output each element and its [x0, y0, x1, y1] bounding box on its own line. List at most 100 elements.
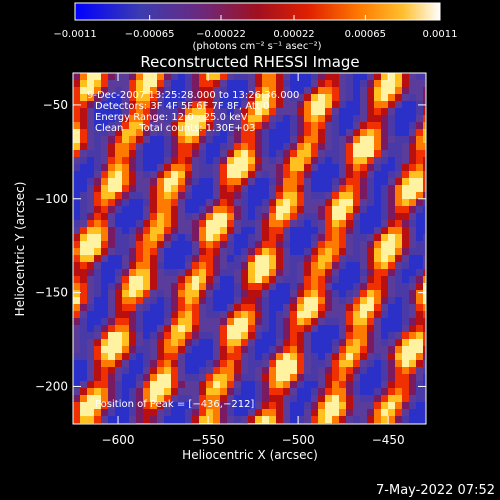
- heatmap-cell: [304, 80, 312, 88]
- heatmap-cell: [262, 80, 270, 88]
- heatmap-cell: [423, 220, 426, 228]
- heatmap-cell: [199, 157, 207, 165]
- heatmap-cell: [423, 290, 426, 298]
- heatmap-cell: [304, 388, 312, 396]
- heatmap-cell: [129, 409, 137, 417]
- heatmap-cell: [129, 213, 137, 221]
- heatmap-cell: [423, 367, 426, 375]
- heatmap-cell: [73, 353, 81, 361]
- heatmap-cell: [80, 339, 88, 347]
- heatmap-cell: [241, 255, 249, 263]
- heatmap-cell: [297, 346, 305, 354]
- heatmap-cell: [395, 143, 403, 151]
- heatmap-cell: [136, 143, 144, 151]
- heatmap-cell: [80, 311, 88, 319]
- heatmap-cell: [185, 346, 193, 354]
- heatmap-cell: [122, 248, 130, 256]
- heatmap-cell: [213, 262, 221, 270]
- heatmap-cell: [164, 115, 172, 123]
- heatmap-cell: [241, 178, 249, 186]
- heatmap-cell: [178, 304, 186, 312]
- heatmap-cell: [185, 255, 193, 263]
- heatmap-cell: [395, 157, 403, 165]
- heatmap-cell: [80, 367, 88, 375]
- heatmap-cell: [367, 381, 375, 389]
- heatmap-cell: [374, 234, 382, 242]
- heatmap-cell: [353, 360, 361, 368]
- heatmap-cell: [325, 262, 333, 270]
- heatmap-cell: [178, 297, 186, 305]
- heatmap-cell: [416, 150, 424, 158]
- heatmap-cell: [402, 332, 410, 340]
- heatmap-cell: [325, 367, 333, 375]
- heatmap-cell: [423, 143, 426, 151]
- heatmap-cell: [192, 290, 200, 298]
- heatmap-cell: [276, 262, 284, 270]
- heatmap-cell: [388, 416, 396, 424]
- heatmap-cell: [339, 213, 347, 221]
- heatmap-cell: [87, 374, 95, 382]
- heatmap-cell: [290, 381, 298, 389]
- heatmap-cell: [367, 129, 375, 137]
- axis-ticks: −600 −550 −500 −450−50−100−150−200: [35, 73, 426, 447]
- heatmap-cell: [318, 318, 326, 326]
- heatmap-cell: [136, 353, 144, 361]
- heatmap-cell: [94, 164, 102, 172]
- heatmap-cell: [87, 94, 95, 102]
- heatmap-cell: [178, 332, 186, 340]
- heatmap-cell: [290, 262, 298, 270]
- heatmap-cell: [87, 395, 95, 403]
- heatmap-cell: [185, 199, 193, 207]
- heatmap-cell: [318, 353, 326, 361]
- heatmap-cell: [367, 318, 375, 326]
- heatmap-cell: [87, 164, 95, 172]
- heatmap-cell: [192, 115, 200, 123]
- heatmap-cell: [129, 143, 137, 151]
- heatmap-cell: [304, 178, 312, 186]
- heatmap-cell: [220, 94, 228, 102]
- heatmap-cell: [178, 325, 186, 333]
- heatmap-cell: [423, 381, 426, 389]
- heatmap-cell: [269, 129, 277, 137]
- heatmap-cell: [381, 416, 389, 424]
- heatmap-cell: [262, 143, 270, 151]
- heatmap-cell: [185, 73, 193, 81]
- heatmap-cell: [423, 276, 426, 284]
- heatmap-cell: [402, 283, 410, 291]
- heatmap-cell: [171, 353, 179, 361]
- heatmap-cell: [353, 325, 361, 333]
- heatmap-cell: [325, 87, 333, 95]
- heatmap-cell: [255, 178, 263, 186]
- heatmap-cell: [115, 87, 123, 95]
- heatmap-cell: [143, 192, 151, 200]
- heatmap-cell: [325, 220, 333, 228]
- heatmap-cell: [325, 318, 333, 326]
- heatmap-cell: [87, 409, 95, 417]
- heatmap-cell: [234, 360, 242, 368]
- heatmap-cell: [73, 297, 81, 305]
- heatmap-cell: [80, 318, 88, 326]
- heatmap-cell: [213, 157, 221, 165]
- heatmap-cell: [227, 353, 235, 361]
- heatmap-cell: [311, 311, 319, 319]
- heatmap-cell: [374, 227, 382, 235]
- heatmap-cell: [297, 122, 305, 130]
- heatmap-cell: [192, 388, 200, 396]
- heatmap-cell: [255, 318, 263, 326]
- heatmap-cell: [388, 108, 396, 116]
- heatmap-cell: [199, 276, 207, 284]
- heatmap-cell: [276, 269, 284, 277]
- heatmap-cell: [381, 227, 389, 235]
- heatmap-cell: [241, 409, 249, 417]
- heatmap-cell: [73, 276, 81, 284]
- heatmap-cell: [227, 395, 235, 403]
- heatmap-cell: [423, 248, 426, 256]
- heatmap-cell: [388, 213, 396, 221]
- heatmap-cell: [318, 101, 326, 109]
- heatmap-cell: [185, 297, 193, 305]
- heatmap-cell: [164, 248, 172, 256]
- heatmap-cell: [94, 381, 102, 389]
- heatmap-cell: [409, 283, 417, 291]
- heatmap-cell: [178, 360, 186, 368]
- heatmap-cell: [157, 122, 165, 130]
